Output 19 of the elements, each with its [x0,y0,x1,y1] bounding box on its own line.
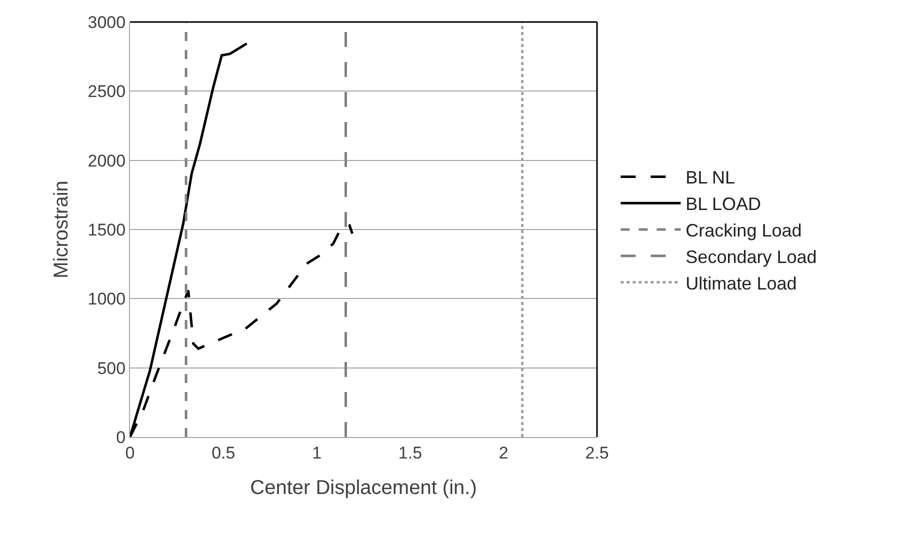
x-tick-label: 1.5 [398,443,422,462]
y-tick-label: 1000 [88,290,126,309]
legend-label: BL LOAD [686,194,762,214]
y-tick-label: 2000 [88,151,126,170]
x-axis-title: Center Displacement (in.) [250,476,477,499]
y-tick-label: 500 [97,358,126,378]
y-tick-label: 3000 [88,12,126,32]
legend-label: Secondary Load [686,246,817,267]
legend-label: BL NL [686,168,736,188]
legend-label: Cracking Load [686,220,802,241]
y-tick-label: 1500 [88,220,126,240]
x-tick-label: 2.5 [585,443,609,462]
legend-label: Ultimate Load [686,273,797,294]
y-axis-title: Microstrain [50,180,72,278]
y-tick-label: 0 [116,428,126,447]
x-tick-label: 0.5 [212,443,236,462]
y-tick-label: 2500 [88,82,126,102]
x-tick-label: 2 [498,443,508,462]
x-tick-label: 1 [312,443,322,462]
